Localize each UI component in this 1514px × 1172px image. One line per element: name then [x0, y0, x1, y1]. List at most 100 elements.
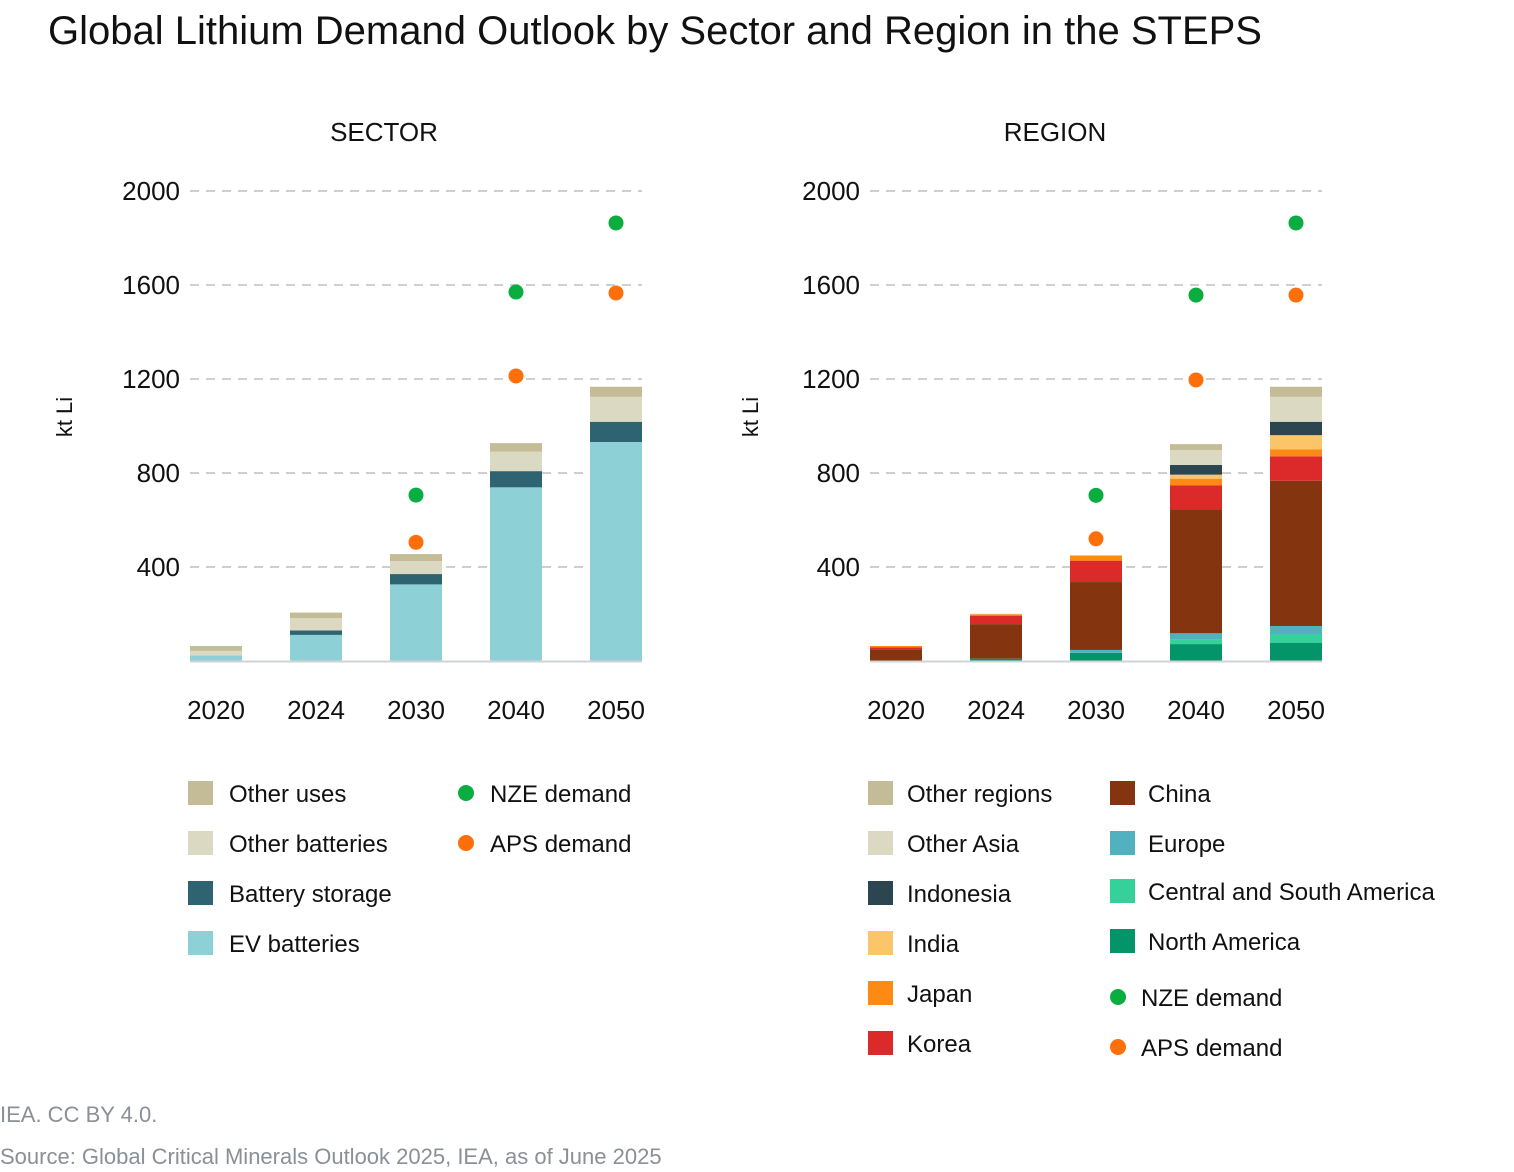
- chart-title: Global Lithium Demand Outlook by Sector …: [48, 9, 1262, 53]
- bar-segment-korea-2024: [970, 615, 1022, 625]
- legend-label: Other batteries: [229, 831, 388, 858]
- legend-swatch-icon: [868, 831, 893, 855]
- bar-segment-china-2020: [870, 649, 922, 661]
- y-tick-label: 1200: [122, 364, 180, 394]
- x-tick-label: 2020: [867, 695, 925, 725]
- y-tick-label: 1600: [802, 270, 860, 300]
- legend-label: Japan: [907, 981, 972, 1008]
- point-nze-demand-2040: [508, 284, 524, 300]
- legend-item-china[interactable]: China: [1110, 781, 1211, 808]
- point-aps-demand-2050: [1288, 287, 1304, 303]
- legend-swatch-icon: [1110, 831, 1135, 855]
- bar-segment-ev-batteries-2024: [290, 634, 342, 661]
- legend-item-aps-demand[interactable]: APS demand: [1110, 1035, 1282, 1062]
- legend-item-other-regions[interactable]: Other regions: [868, 781, 1052, 808]
- legend-swatch-icon: [868, 1031, 893, 1055]
- legend-swatch-icon: [868, 931, 893, 955]
- bar-segment-japan-2040: [1170, 478, 1222, 486]
- bar-segment-other-uses-2050: [590, 386, 642, 397]
- legend-swatch-icon: [188, 881, 213, 905]
- legend-swatch-icon: [868, 981, 893, 1005]
- legend-swatch-icon: [1110, 929, 1135, 953]
- point-aps-demand-2040: [508, 368, 524, 384]
- legend-item-japan[interactable]: Japan: [868, 981, 972, 1008]
- legend-item-central-and-south-america[interactable]: Central and South America: [1110, 879, 1435, 906]
- legend-dot-icon: [458, 785, 474, 801]
- y-tick-label: 2000: [802, 176, 860, 206]
- point-nze-demand-2050: [608, 215, 624, 231]
- legend-item-indonesia[interactable]: Indonesia: [868, 881, 1012, 908]
- bar-segment-japan-2020: [870, 645, 922, 648]
- x-tick-label: 2020: [187, 695, 245, 725]
- legend-item-aps-demand[interactable]: APS demand: [458, 831, 631, 858]
- bar-segment-korea-2030: [1070, 560, 1122, 583]
- bar-segment-other-uses-2030: [390, 554, 442, 562]
- legend-label: Battery storage: [229, 881, 392, 908]
- bar-segment-ev-batteries-2020: [190, 655, 242, 661]
- bar-segment-europe-2040: [1170, 633, 1222, 640]
- legend-swatch-icon: [1110, 879, 1135, 903]
- y-tick-label: 1200: [802, 364, 860, 394]
- legend-item-nze-demand[interactable]: NZE demand: [1110, 985, 1282, 1012]
- legend-dot-icon: [458, 835, 474, 851]
- bar-segment-north-america-2050: [1270, 642, 1322, 661]
- legend-dot-icon: [1110, 1039, 1126, 1055]
- point-nze-demand-2040: [1188, 287, 1204, 303]
- point-aps-demand-2050: [608, 285, 624, 301]
- x-tick-label: 2024: [287, 695, 345, 725]
- legend-swatch-icon: [868, 781, 893, 805]
- panel-sector: SECTOR kt Li 400 800 1200 1600 2000 2020 2024 203…: [52, 117, 645, 958]
- legend-label: Other regions: [907, 781, 1052, 808]
- bar-segment-europe-2030: [1070, 649, 1122, 653]
- legend-swatch-icon: [1110, 781, 1135, 805]
- x-tick-label: 2050: [1267, 695, 1325, 725]
- bar-segment-indonesia-2040: [1170, 465, 1222, 475]
- bar-segment-india-2030: [1070, 555, 1122, 556]
- legend-label: NZE demand: [1141, 985, 1282, 1012]
- legend-label: Central and South America: [1148, 879, 1435, 906]
- bar-segment-north-america-2024: [970, 658, 1022, 661]
- bar-segment-korea-2050: [1270, 456, 1322, 481]
- legend-item-ev-batteries[interactable]: EV batteries: [188, 931, 360, 958]
- bar-segment-other-regions-2050: [1270, 386, 1322, 397]
- legend-label: Other uses: [229, 781, 346, 808]
- legend-label: Indonesia: [907, 881, 1012, 908]
- legend-item-india[interactable]: India: [868, 931, 960, 958]
- bar-segment-other-batteries-2050: [590, 396, 642, 422]
- y-axis-label: kt Li: [738, 397, 763, 437]
- bar-segment-north-america-2040: [1170, 644, 1222, 661]
- legend-label: APS demand: [490, 831, 631, 858]
- y-axis-label: kt Li: [52, 397, 77, 437]
- legend-label: APS demand: [1141, 1035, 1282, 1062]
- legend-item-other-asia[interactable]: Other Asia: [868, 831, 1020, 858]
- bar-segment-central-and-south-america-2040: [1170, 639, 1222, 645]
- bar-segment-other-asia-2040: [1170, 449, 1222, 466]
- bar-segment-other-uses-2040: [490, 443, 542, 452]
- footer-license: IEA. CC BY 4.0.: [0, 1102, 157, 1127]
- legend-label: Europe: [1148, 831, 1225, 858]
- x-tick-label: 2040: [1167, 695, 1225, 725]
- legend-item-north-america[interactable]: North America: [1110, 929, 1301, 956]
- legend-label: China: [1148, 781, 1211, 808]
- legend-item-europe[interactable]: Europe: [1110, 831, 1225, 858]
- legend-item-other-uses[interactable]: Other uses: [188, 781, 346, 808]
- legend-label: Other Asia: [907, 831, 1020, 858]
- legend-item-other-batteries[interactable]: Other batteries: [188, 831, 388, 858]
- legend-item-battery-storage[interactable]: Battery storage: [188, 881, 392, 908]
- bar-segment-japan-2024: [970, 614, 1022, 616]
- bar-segment-battery-storage-2040: [490, 471, 542, 488]
- legend-dot-icon: [1110, 989, 1126, 1005]
- bar-segment-other-batteries-2020: [190, 650, 242, 656]
- legend-swatch-icon: [868, 881, 893, 905]
- y-tick-label: 800: [137, 458, 180, 488]
- bar-segment-battery-storage-2050: [590, 421, 642, 442]
- legend-label: NZE demand: [490, 781, 631, 808]
- bar-segment-other-regions-2040: [1170, 444, 1222, 450]
- legend-item-nze-demand[interactable]: NZE demand: [458, 781, 631, 808]
- bar-segment-japan-2050: [1270, 449, 1322, 457]
- bar-segment-other-batteries-2040: [490, 451, 542, 472]
- bar-segment-korea-2040: [1170, 485, 1222, 510]
- bar-segment-ev-batteries-2050: [590, 441, 642, 661]
- legend-item-korea[interactable]: Korea: [868, 1031, 972, 1058]
